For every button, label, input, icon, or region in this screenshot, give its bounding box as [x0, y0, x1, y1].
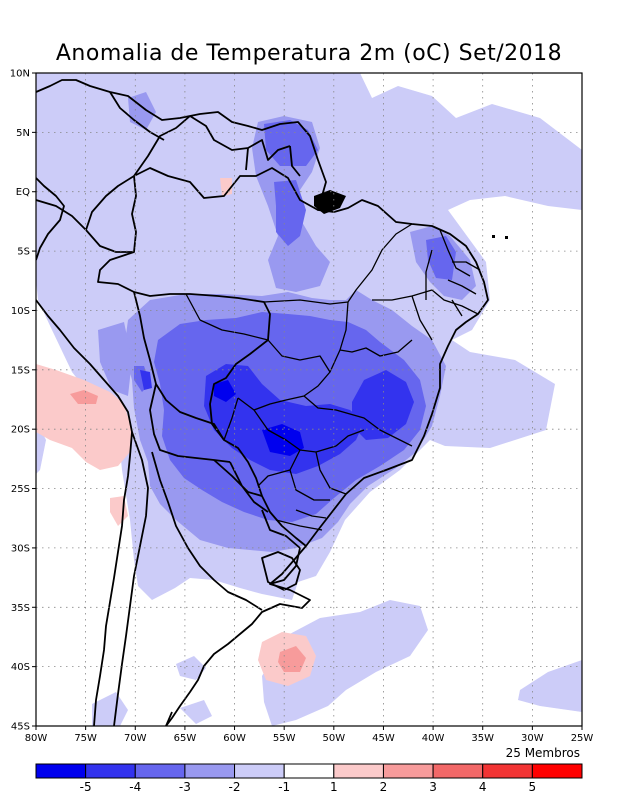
y-tick-label: 5S: [17, 247, 30, 258]
colorbar-swatch: [85, 763, 136, 779]
x-tick-label: 45W: [372, 733, 395, 744]
northeast-state-borders: [425, 229, 481, 317]
brazil-state-borders: [185, 223, 479, 531]
map-frame: [35, 72, 583, 727]
coastline: [36, 79, 489, 726]
y-tick-label: 30S: [11, 543, 30, 554]
falklands-shore: [165, 711, 173, 726]
y-tick-label: 10S: [11, 306, 30, 317]
x-tick-label: 75W: [74, 733, 97, 744]
x-tick-label: 70W: [124, 733, 147, 744]
colorbar-swatch: [482, 763, 533, 779]
y-tick-label: 20S: [11, 425, 30, 436]
bolivia-border: [133, 291, 231, 463]
map-title: Anomalia de Temperatura 2m (oC) Set/2018: [56, 41, 562, 66]
colorbar-swatch: [35, 763, 87, 779]
x-tick-label: 50W: [323, 733, 346, 744]
y-tick-label: 10N: [10, 69, 30, 80]
x-tick-label: 35W: [471, 733, 494, 744]
anomaly-level-plus2: [70, 390, 306, 672]
fernando-de-noronha: [492, 235, 495, 238]
colorbar-swatch: [382, 763, 434, 779]
colorbar-label: 2: [380, 780, 388, 794]
anomaly-level-minus4: [140, 364, 414, 474]
y-tick-label: 5N: [16, 128, 30, 139]
colorbar-swatch: [333, 763, 384, 779]
brazil-border: [97, 167, 319, 547]
colorbar-label: 4: [479, 780, 487, 794]
colorbar-label: -2: [229, 780, 241, 794]
colorbar-swatch: [283, 763, 335, 779]
x-tick-label: 30W: [521, 733, 544, 744]
country-borders: [36, 79, 489, 726]
venezuela-guianas-border: [189, 115, 301, 177]
colorbar-swatch: [531, 763, 583, 779]
members-label: 25 Membros: [506, 746, 580, 760]
x-tick-label: 65W: [174, 733, 197, 744]
colorbar-label: 1: [330, 780, 338, 794]
atol-das-rocas: [505, 236, 508, 239]
colorbar-label: -4: [129, 780, 141, 794]
colorbar-swatch: [432, 763, 484, 779]
colorbar-label: -5: [80, 780, 92, 794]
x-axis: 80W 75W 70W 65W 60W 55W 50W 45W 40W 35W 30W 25W: [25, 726, 594, 744]
anomaly-shading: [36, 73, 582, 726]
x-tick-label: 40W: [422, 733, 445, 744]
colorbar-swatch: [134, 763, 186, 779]
y-tick-label: 35S: [11, 603, 30, 614]
colorbar-swatch: [234, 763, 285, 779]
y-tick-label: 45S: [11, 722, 30, 733]
marajo-island: [314, 190, 346, 214]
colorbar: -5 -4 -3 -2 -1 1 2 3 4 5: [35, 763, 583, 794]
x-tick-label: 25W: [571, 733, 594, 744]
uruguay-border: [261, 551, 301, 591]
colorbar-swatch: [184, 763, 236, 779]
y-tick-label: EQ: [16, 187, 30, 198]
colorbar-label: 5: [529, 780, 537, 794]
y-tick-label: 15S: [11, 365, 30, 376]
x-tick-label: 80W: [25, 733, 48, 744]
x-tick-label: 55W: [273, 733, 296, 744]
andes-chile-border: [113, 431, 149, 726]
graticule: [36, 73, 582, 726]
map-panel: [35, 72, 583, 727]
colorbar-label: -3: [179, 780, 191, 794]
y-tick-label: 40S: [11, 662, 30, 673]
paraguay-border: [213, 459, 269, 513]
y-tick-label: 25S: [11, 484, 30, 495]
y-axis: 10N 5N EQ 5S 10S 15S 20S 25S 30S 35S 40S 45S: [10, 69, 36, 733]
islands: [314, 190, 508, 239]
colorbar-label: 3: [429, 780, 437, 794]
x-tick-label: 60W: [223, 733, 246, 744]
colorbar-label: -1: [278, 780, 290, 794]
